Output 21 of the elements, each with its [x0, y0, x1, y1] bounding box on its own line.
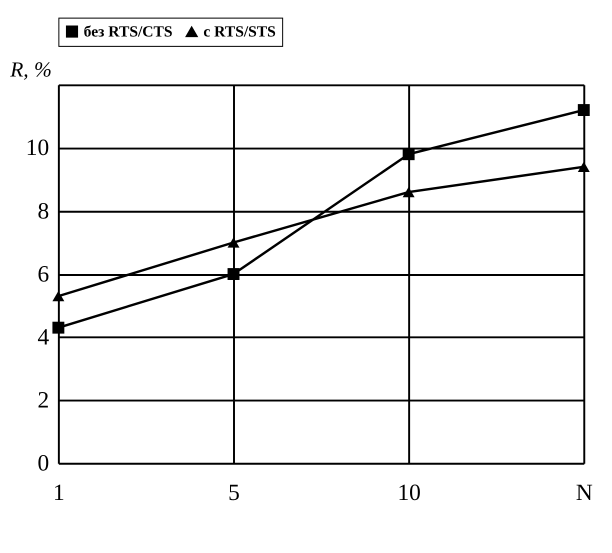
- x-tick-label: 1: [53, 480, 65, 506]
- point: [578, 162, 590, 172]
- point: [578, 104, 590, 116]
- y-tick-label: 2: [37, 388, 50, 414]
- legend-label: с RTS/STS: [203, 24, 276, 41]
- point: [52, 322, 64, 334]
- y-tick-label: 0: [37, 450, 50, 477]
- y-tick-label: 6: [37, 261, 50, 288]
- legend-label: без RTS/CTS: [84, 23, 173, 40]
- y-axis-title: R, %: [9, 58, 52, 82]
- point: [228, 268, 240, 280]
- point: [52, 290, 64, 302]
- point: [402, 148, 415, 160]
- x-tick-label: 10: [397, 480, 421, 506]
- point: [228, 237, 240, 248]
- x-tick-label: 5: [228, 480, 240, 506]
- y-tick-label: 4: [37, 324, 50, 350]
- point: [402, 186, 415, 198]
- y-tick-label: 10: [26, 135, 50, 162]
- x-tick-label: N: [576, 480, 593, 506]
- y-tick-label: 8: [37, 198, 50, 224]
